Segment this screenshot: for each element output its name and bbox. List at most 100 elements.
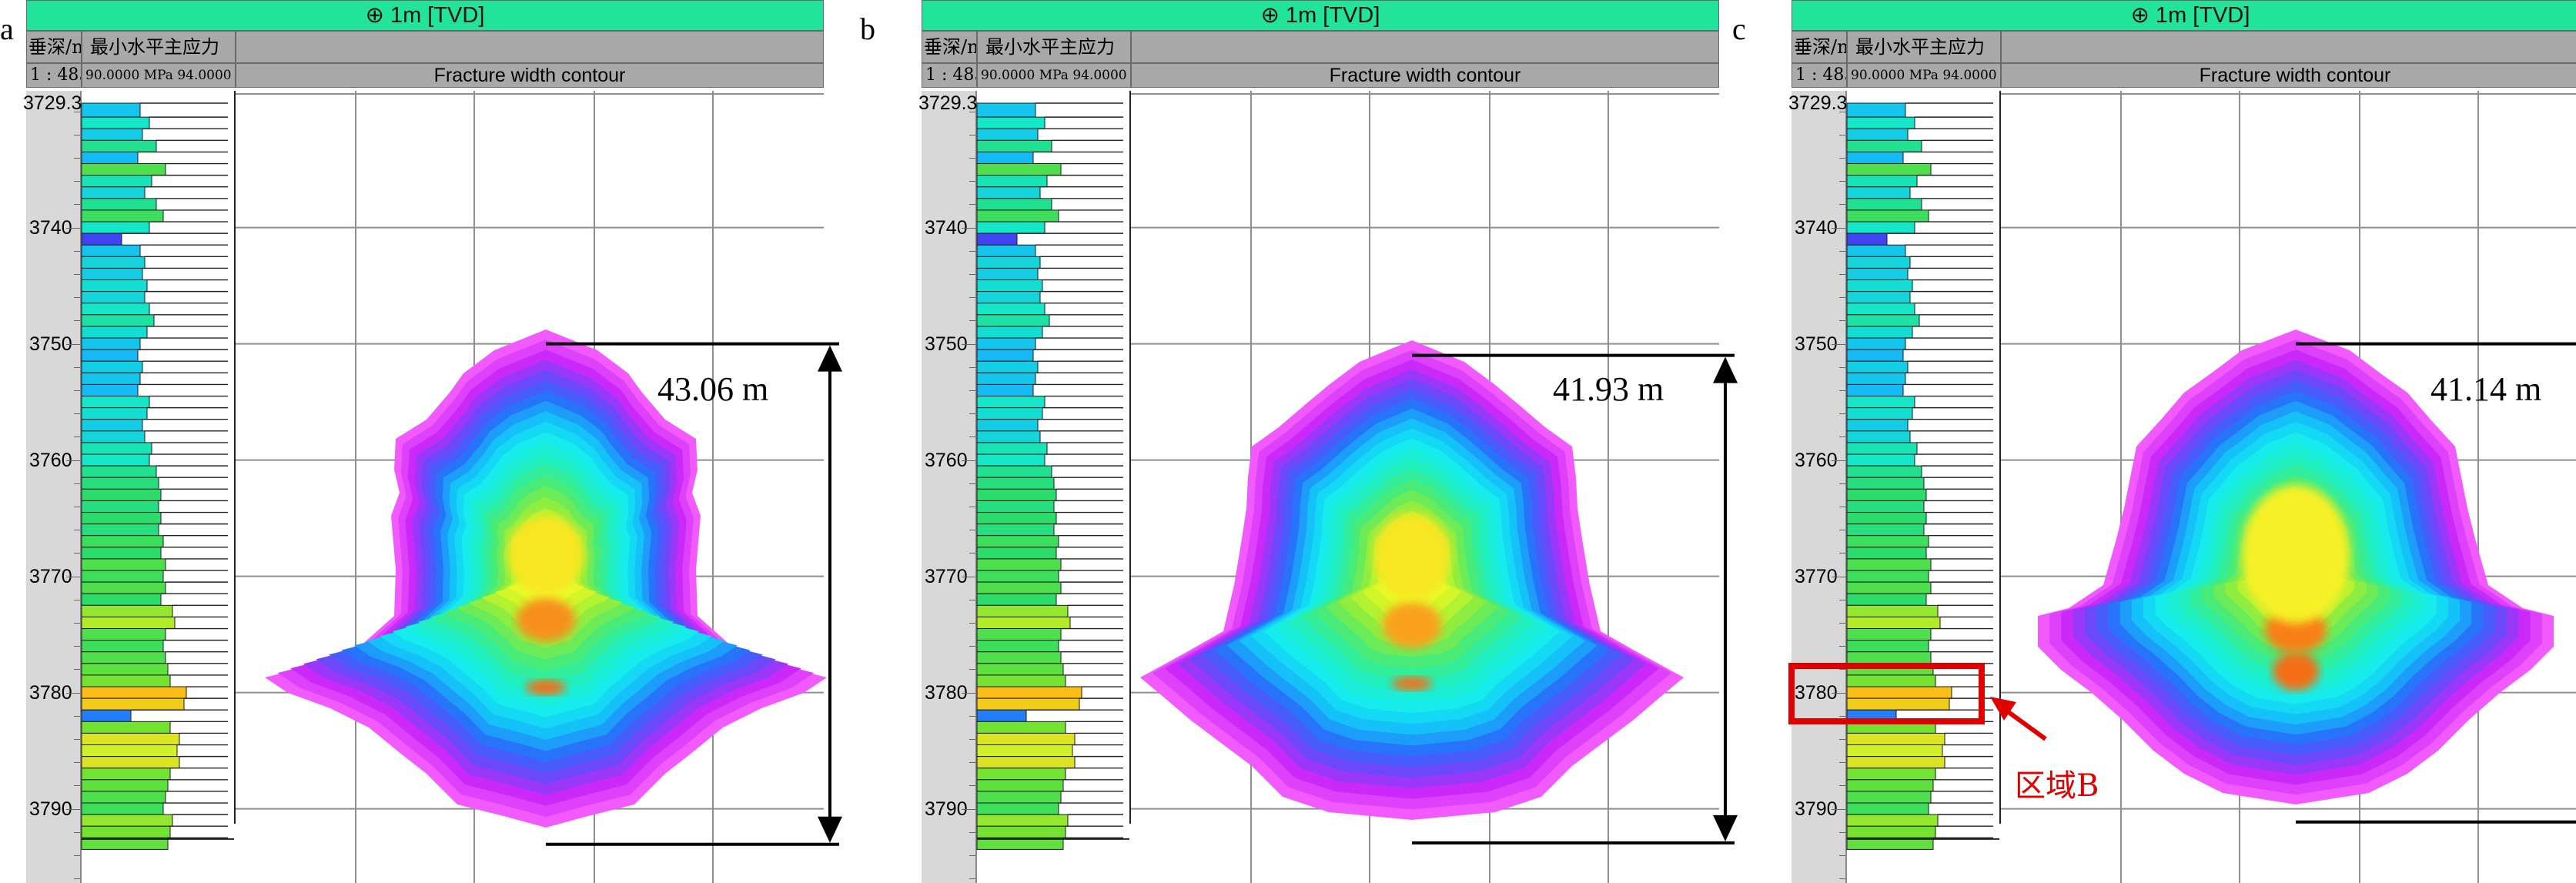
stress-bar: [976, 570, 1059, 583]
fracture-height-label: 41.14 m: [2430, 370, 2542, 408]
stress-bar: [976, 604, 1069, 617]
depth-tick-label: 3740: [29, 216, 72, 239]
stress-bar: [1846, 512, 1927, 525]
stress-bar: [81, 697, 185, 711]
stress-bar: [1846, 175, 1918, 188]
stress-bar: [1846, 453, 1915, 467]
depth-minor-tick: [1839, 181, 1845, 182]
stress-bar: [976, 383, 1034, 397]
depth-minor-tick: [969, 646, 975, 647]
depth-minor-tick: [74, 320, 80, 322]
depth-minor-tick: [74, 181, 80, 182]
depth-minor-tick: [969, 250, 975, 252]
stress-bar: [81, 825, 171, 838]
contour-header-blank: [2001, 31, 2576, 63]
stress-bar: [976, 372, 1036, 385]
stress-bar: [1846, 570, 1929, 583]
stress-bar: [81, 116, 150, 129]
stress-bar: [81, 779, 169, 792]
stress-bar: [81, 139, 157, 152]
stress-bar: [976, 209, 1059, 222]
stress-bar: [976, 337, 1036, 350]
panel-label: c: [1732, 12, 1746, 46]
stress-bar: [81, 326, 148, 339]
depth-minor-tick: [1839, 785, 1845, 787]
stress-bar: [1846, 232, 1888, 246]
stress-bar: [81, 709, 132, 722]
scale-label: 1 : 485: [26, 63, 82, 88]
stress-bar: [81, 616, 176, 630]
depth-tick: [1832, 808, 1845, 810]
depth-minor-tick: [969, 715, 975, 717]
fracture-contour: [2038, 329, 2554, 804]
depth-column-header: 垂深/m: [26, 31, 82, 63]
depth-minor-tick: [1839, 204, 1845, 206]
depth-minor-tick: [969, 320, 975, 322]
contour-hotspot: [2242, 485, 2350, 624]
stress-bar: [81, 837, 169, 850]
region-b-arrow: [2002, 706, 2047, 741]
stress-bar: [1846, 128, 1909, 141]
stress-bar: [976, 430, 1041, 443]
depth-minor-tick: [74, 157, 80, 159]
depth-tick: [962, 460, 975, 461]
depth-minor-tick: [969, 622, 975, 624]
depth-minor-tick: [1839, 855, 1845, 856]
depth-minor-tick: [1839, 483, 1845, 484]
contour-header-blank: [1131, 31, 1719, 63]
depth-minor-tick: [1839, 157, 1845, 159]
depth-minor-tick: [969, 855, 975, 856]
depth-minor-tick: [1839, 320, 1845, 322]
stress-bar: [1846, 163, 1932, 176]
stress-bar: [976, 791, 1062, 804]
stress-bar: [976, 453, 1045, 467]
stress-bar: [81, 267, 143, 281]
stress-bar: [81, 744, 178, 758]
stress-bar: [1846, 326, 1913, 339]
stress-bar: [976, 303, 1045, 316]
stress-bar: [81, 256, 146, 269]
depth-tick: [962, 692, 975, 694]
depth-tick-label: 3790: [925, 798, 968, 820]
depth-minor-tick: [1839, 738, 1845, 740]
stress-bar: [1846, 477, 1925, 490]
stress-bar: [1846, 360, 1909, 373]
stress-bar: [976, 396, 1045, 409]
stress-bar: [976, 139, 1052, 152]
fracture-height-label: 43.06 m: [657, 370, 769, 408]
depth-minor-tick: [74, 436, 80, 438]
depth-track: [1791, 91, 1847, 883]
depth-minor-tick: [74, 366, 80, 368]
stress-bar: [976, 186, 1041, 199]
depth-top-label: 3729.3: [1788, 92, 1848, 114]
track-header-title: ⊕ 1m [TVD]: [922, 0, 1719, 31]
depth-minor-tick: [1839, 715, 1845, 717]
depth-minor-tick: [969, 878, 975, 880]
contour-title: Fracture width contour: [1131, 63, 1719, 88]
stress-bar: [81, 163, 166, 176]
stress-bar: [1846, 523, 1925, 537]
stress-range-label: 90.0000 MPa 94.0000: [1847, 63, 2001, 88]
depth-tick-label: 3770: [29, 565, 72, 587]
stress-range-label: 90.0000 MPa 94.0000: [977, 63, 1131, 88]
depth-tick: [1832, 692, 1845, 694]
stress-bar: [976, 151, 1034, 165]
depth-minor-tick: [1839, 622, 1845, 624]
stress-bar: [976, 465, 1052, 478]
stress-bar: [976, 407, 1043, 420]
depth-tick-label: 3760: [1795, 449, 1838, 471]
depth-minor-tick: [1839, 831, 1845, 833]
stress-bar: [976, 697, 1080, 711]
depth-tick-label: 3750: [1795, 333, 1838, 355]
stress-bars: [976, 102, 1129, 850]
arrow-down: [818, 816, 842, 843]
stress-bar: [976, 163, 1062, 176]
stress-bar: [976, 279, 1043, 293]
stress-column-header: 最小水平主应力: [1847, 31, 2001, 63]
depth-minor-tick: [74, 390, 80, 391]
contour-hotspot: [526, 680, 566, 695]
depth-top-label: 3729.3: [918, 92, 978, 114]
depth-minor-tick: [1839, 553, 1845, 554]
depth-minor-tick: [969, 762, 975, 764]
stress-bar: [1846, 139, 1922, 152]
